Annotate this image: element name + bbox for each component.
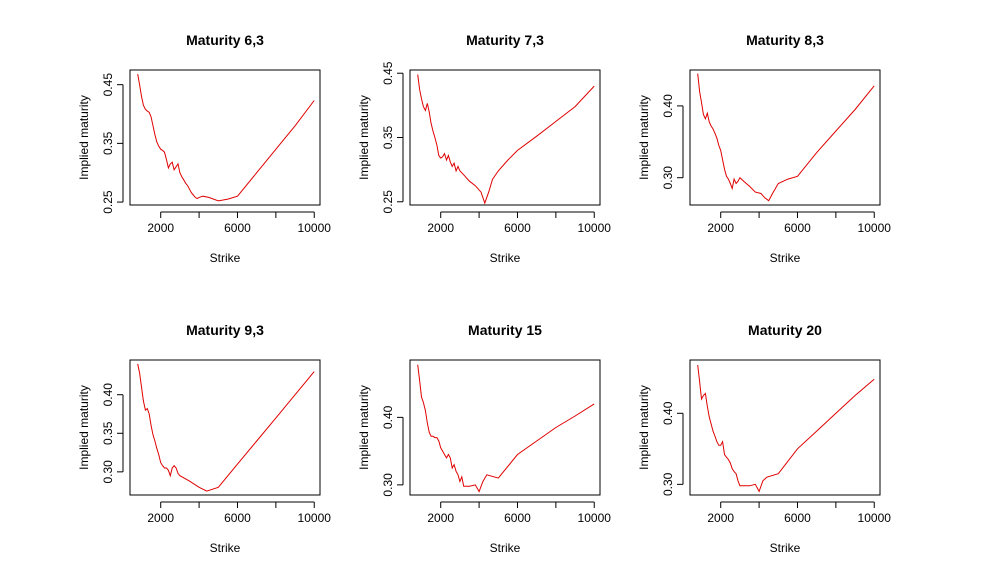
y-tick-label: 0.40 (661, 401, 675, 425)
y-tick-label: 0.35 (381, 125, 395, 149)
x-tick-label: 2000 (707, 511, 734, 525)
x-tick-label: 10000 (578, 221, 612, 235)
x-tick-label: 6000 (504, 221, 531, 235)
panel-5: Maturity 15 2000 6000 10000 Strike 0.30 0.40 Im… (357, 322, 611, 555)
series-line (697, 73, 875, 202)
x-tick-label: 2000 (427, 511, 454, 525)
y-tick-label: 0.25 (381, 190, 395, 214)
plot-frame (129, 69, 321, 206)
x-tick-label: 10000 (298, 221, 332, 235)
y-tick-label: 0.30 (381, 473, 395, 497)
y-axis-label: Implied maturity (357, 385, 371, 470)
x-axis-label: Strike (210, 251, 241, 265)
y-tick-label: 0.35 (101, 131, 115, 155)
x-tick-label: 6000 (224, 221, 251, 235)
chart-title: Maturity 7,3 (466, 32, 544, 48)
x-tick-label: 6000 (504, 511, 531, 525)
plot-frame (409, 69, 601, 206)
x-tick-label: 6000 (224, 511, 251, 525)
y-axis-label: Implied maturity (77, 385, 91, 470)
chart-title: Maturity 9,3 (186, 322, 264, 338)
y-tick-label: 0.30 (661, 472, 675, 496)
plot-frame (129, 359, 321, 496)
x-axis-label: Strike (770, 251, 801, 265)
series-line (697, 364, 875, 493)
y-axis-label: Implied maturity (637, 385, 651, 470)
y-tick-label: 0.40 (101, 383, 115, 407)
panel-2: Maturity 7,3 2000 6000 10000 Strike 0.25 0.35 0… (357, 32, 611, 265)
series-line (137, 363, 315, 492)
x-tick-label: 10000 (858, 511, 892, 525)
y-tick-label: 0.35 (101, 421, 115, 445)
y-tick-label: 0.40 (381, 405, 395, 429)
y-tick-label: 0.45 (101, 73, 115, 97)
y-tick-label: 0.25 (101, 190, 115, 214)
series-line (417, 74, 595, 205)
x-tick-label: 2000 (147, 511, 174, 525)
plot-frame (689, 69, 881, 206)
y-axis-label: Implied maturity (77, 95, 91, 180)
x-tick-label: 10000 (298, 511, 332, 525)
plot-frame (409, 359, 601, 496)
x-tick-label: 6000 (784, 221, 811, 235)
x-tick-label: 10000 (858, 221, 892, 235)
panel-6: Maturity 20 2000 6000 10000 Strike 0.30 0.40 Im… (637, 322, 891, 555)
chart-title: Maturity 6,3 (186, 32, 264, 48)
chart-title: Maturity 20 (748, 322, 822, 338)
y-axis-label: Implied maturity (637, 95, 651, 180)
x-axis-label: Strike (210, 541, 241, 555)
panel-1: Maturity 6,3 2000 6000 10000 Strike 0.25 0.35 0… (77, 32, 331, 265)
x-axis-label: Strike (770, 541, 801, 555)
chart-title: Maturity 15 (468, 322, 542, 338)
y-tick-label: 0.30 (101, 460, 115, 484)
y-axis-label: Implied maturity (357, 95, 371, 180)
x-tick-label: 2000 (427, 221, 454, 235)
y-tick-label: 0.30 (661, 166, 675, 190)
x-tick-label: 2000 (707, 221, 734, 235)
x-tick-label: 10000 (578, 511, 612, 525)
panel-3: Maturity 8,3 2000 6000 10000 Strike 0.30 0.40 I… (637, 32, 891, 265)
y-tick-label: 0.40 (661, 94, 675, 118)
y-tick-label: 0.45 (381, 61, 395, 85)
plot-frame (689, 359, 881, 496)
series-line (417, 364, 595, 493)
x-axis-label: Strike (490, 251, 521, 265)
series-line (137, 74, 315, 202)
x-tick-label: 2000 (147, 221, 174, 235)
chart-title: Maturity 8,3 (746, 32, 824, 48)
panel-4: Maturity 9,3 2000 6000 10000 Strike 0.30 0.35 0… (77, 322, 331, 555)
x-axis-label: Strike (490, 541, 521, 555)
x-tick-label: 6000 (784, 511, 811, 525)
